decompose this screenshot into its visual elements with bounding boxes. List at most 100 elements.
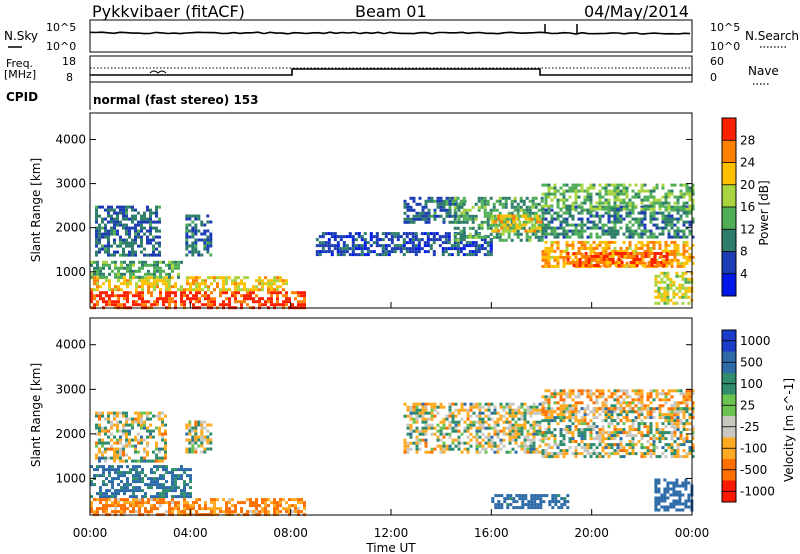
velocity-cell [664,401,668,405]
power-cell [537,238,541,242]
power-cell [553,249,557,253]
velocity-cell [297,510,300,514]
velocity-cell [607,446,611,450]
velocity-cell [676,416,680,420]
power-cell [676,217,680,221]
power-cell [327,238,331,242]
velocity-cell [691,455,695,459]
power-cell [676,195,680,199]
velocity-cell [544,416,548,420]
power-cell [530,226,534,230]
power-cell [140,223,143,227]
velocity-cell [150,510,153,514]
power-cell [586,211,590,215]
velocity-cell [682,422,686,426]
velocity-cell [544,452,548,456]
power-cell [682,192,686,196]
power-cell [357,247,361,251]
power-cell [605,258,609,261]
power-cell [619,198,623,202]
velocity-cell [530,494,534,498]
velocity-cell [601,389,605,393]
velocity-cell [188,429,192,433]
power-cell [622,186,626,190]
power-cell [144,263,147,267]
power-cell [204,282,207,286]
velocity-cell [625,395,629,399]
velocity-cell [152,450,155,454]
velocity-cell [134,420,137,424]
velocity-cell [568,395,572,399]
power-cell [116,217,119,221]
power-cell [468,235,472,239]
power-cell [678,274,682,278]
power-cell [550,240,554,244]
power-cell [515,214,519,218]
power-cell [102,291,105,295]
velocity-cell [526,405,530,409]
velocity-cell [535,405,539,409]
power-cell [426,241,430,245]
power-cell [664,214,668,218]
power-cell [667,261,671,265]
velocity-cell [98,426,101,430]
velocity-cell [478,426,482,430]
velocity-cell [125,414,128,418]
velocity-cell [678,484,682,488]
velocity-cell [457,429,461,433]
velocity-cell [111,495,114,499]
power-cell [396,235,400,239]
power-cell [556,261,560,265]
power-cell [550,204,554,208]
velocity-cell [508,426,512,430]
power-cell [655,258,659,262]
power-cell [530,220,534,224]
velocity-cell [213,510,216,514]
velocity-cell [649,407,653,411]
velocity-cell [562,404,566,408]
power-cell [550,249,554,253]
power-cell [611,261,615,264]
velocity-cell [111,468,114,472]
velocity-cell [445,426,449,430]
power-cell [613,207,617,211]
velocity-cell [649,401,653,405]
velocity-cell [415,417,419,421]
velocity-cell [532,450,536,454]
nsearch-label: N.Search [745,29,799,43]
velocity-cell [95,432,98,436]
power-cell [559,214,563,218]
power-cell [661,195,665,199]
power-cell [666,286,670,290]
power-cell [147,288,150,292]
power-cell [189,300,192,304]
power-cell [186,279,189,283]
velocity-cell [523,450,527,454]
velocity-cell [448,447,452,451]
velocity-cell [595,407,599,411]
power-cell [285,294,288,298]
velocity-cell [165,486,168,490]
power-cell [436,202,440,206]
power-cell [625,235,629,239]
power-cell [237,285,240,289]
velocity-cell [619,419,623,423]
velocity-cell [90,495,93,499]
power-cell [197,214,201,218]
power-cell [414,238,418,242]
velocity-cell [646,398,650,402]
power-cell [447,235,451,239]
velocity-cell [90,504,93,508]
power-cell [510,238,514,242]
power-cell [604,198,608,202]
power-cell [396,238,400,242]
velocity-cell [194,450,198,454]
power-cell [427,208,431,212]
velocity-cell [144,492,147,496]
power-cell [565,223,569,227]
velocity-cell [493,444,497,448]
velocity-cell [524,497,528,501]
power-cell [669,298,673,302]
velocity-cell [529,438,533,442]
